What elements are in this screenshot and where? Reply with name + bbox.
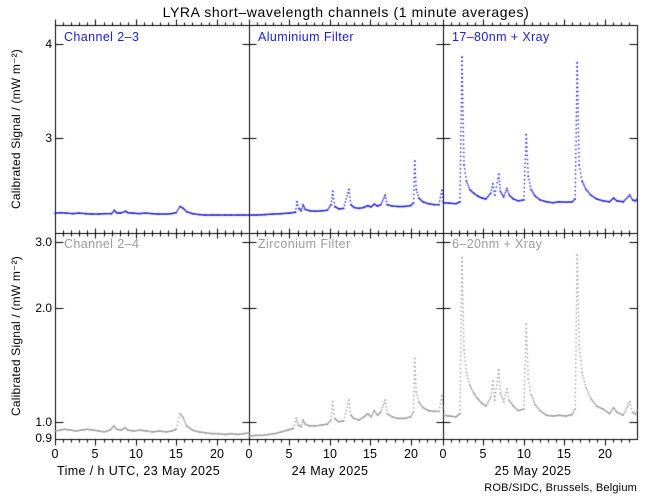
panel-label-zirconium-filter: Zirconium Filter <box>258 237 351 251</box>
y-axis-label-top: Calibrated Signal / (mW m⁻²) <box>9 49 23 209</box>
xtick-p1-0: 0 <box>51 447 59 461</box>
xtick-p3-15: 15 <box>557 447 571 461</box>
xtick-p2-10: 10 <box>323 447 337 461</box>
ytick-top-4: 4 <box>45 37 52 51</box>
xtick-p2-0: 0 <box>245 447 253 461</box>
panel-label-channel-2-3: Channel 2–3 <box>64 30 140 44</box>
xtick-p2-20: 20 <box>404 447 418 461</box>
panel-label-aluminium-filter: Aluminium Filter <box>258 30 354 44</box>
xtick-p1-15: 15 <box>169 447 183 461</box>
x-axis-label-day3: 25 May 2025 <box>494 464 572 478</box>
chart-title: LYRA short–wavelength channels (1 minute… <box>162 4 530 20</box>
xtick-p3-5: 5 <box>479 447 487 461</box>
credit-text: ROB/SIDC, Brussels, Belgium <box>484 482 637 494</box>
xtick-p2-15: 15 <box>363 447 377 461</box>
panel-label-6-20nm-xray: 6–20nm + Xray <box>452 237 543 251</box>
x-axis-label-day2: 24 May 2025 <box>291 464 369 478</box>
panel-label-channel-2-4: Channel 2–4 <box>64 237 140 251</box>
ytick-bottom-3.0: 3.0 <box>35 235 52 249</box>
ytick-bottom-1.0: 1.0 <box>35 415 52 429</box>
xtick-p3-10: 10 <box>517 447 531 461</box>
ytick-bottom-0.9: 0.9 <box>35 431 52 445</box>
ytick-top-3: 3 <box>45 131 52 145</box>
xtick-p1-10: 10 <box>129 447 143 461</box>
x-axis-label-day1: Time / h UTC, 23 May 2025 <box>57 464 221 478</box>
xtick-p1-5: 5 <box>91 447 99 461</box>
xtick-p3-20: 20 <box>598 447 612 461</box>
ytick-bottom-2.0: 2.0 <box>35 301 52 315</box>
xtick-p3-0: 0 <box>439 447 447 461</box>
xtick-p1-20: 20 <box>210 447 224 461</box>
panel-label-17-80nm-xray: 17–80nm + Xray <box>452 30 550 44</box>
y-axis-label-bottom: Calibrated Signal / (mW m⁻²) <box>9 256 23 416</box>
xtick-p2-5: 5 <box>285 447 293 461</box>
